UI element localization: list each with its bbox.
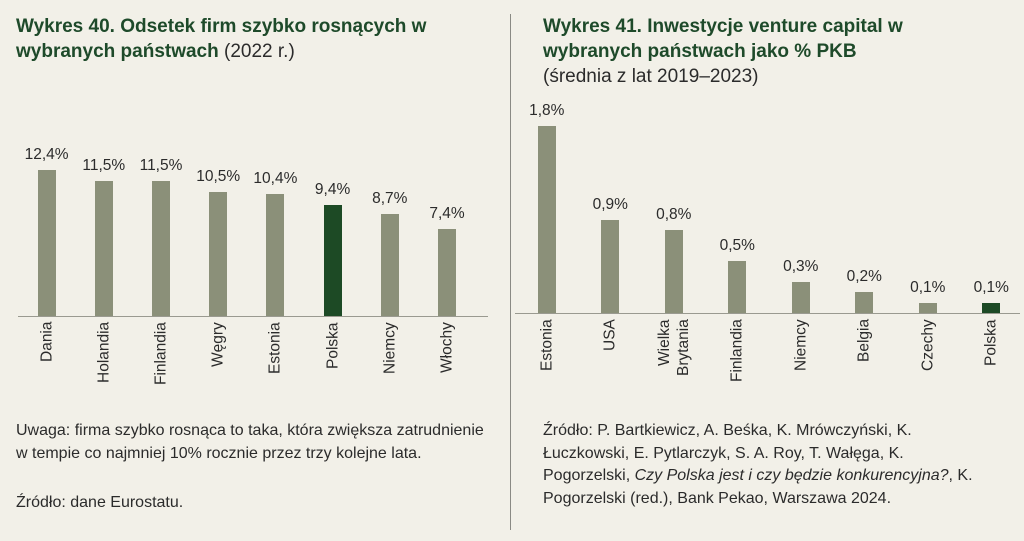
value-label: 10,4% [253, 169, 298, 187]
chart-title: Wykres 40. Odsetek firm szybko rosnących… [16, 14, 466, 64]
source: Źródło: P. Bartkiewicz, A. Beśka, K. Mró… [543, 420, 993, 510]
x-tick-label: Finlandia [152, 322, 170, 385]
value-label: 11,5% [82, 156, 126, 174]
note: Uwaga: firma szybko rosnąca to taka, któ… [16, 422, 484, 462]
bar [728, 261, 747, 313]
x-tick-label: Włochy [438, 322, 456, 373]
source-text: Źródło: dane Eurostatu. [16, 494, 184, 511]
divider [510, 14, 511, 530]
x-tick-label: Estonia [538, 319, 556, 371]
bar [380, 213, 399, 316]
bar [537, 126, 556, 313]
bar [664, 229, 683, 313]
source-text: Źródło: P. Bartkiewicz, A. Beśka, K. Mró… [543, 422, 912, 484]
x-tick-label: Niemcy [381, 322, 399, 374]
x-tick-label: Węgry [209, 322, 227, 367]
x-tick-label: Wielka Brytania [655, 319, 692, 376]
x-tick-label: Czechy [919, 319, 937, 371]
title-text: Wykres 40. Odsetek firm szybko rosnących… [16, 16, 427, 62]
source-title: Czy Polska jest i czy będzie konkurencyj… [634, 467, 949, 484]
chart-subtitle: (średnia z lat 2019–2023) [543, 66, 759, 87]
value-label: 8,7% [372, 189, 408, 207]
bar [982, 302, 1001, 313]
bar [323, 205, 342, 316]
baseline [515, 313, 1020, 314]
bar [209, 192, 228, 316]
chart-title: Wykres 41. Inwestycje venture capital w … [543, 16, 903, 62]
value-label: 1,8% [529, 102, 565, 119]
bar [918, 302, 937, 313]
x-tick-label: Polska [324, 322, 342, 369]
value-label: 11,5% [139, 156, 183, 174]
bar [791, 281, 810, 313]
x-tick-label: USA [601, 319, 619, 351]
x-tick-label: Finlandia [728, 319, 746, 382]
value-label: 0,5% [719, 237, 755, 255]
bar [438, 228, 456, 316]
bar [94, 180, 113, 316]
bar [855, 292, 874, 313]
x-tick-label: Niemcy [792, 319, 810, 371]
x-tick-label: Holandia [95, 322, 113, 384]
value-label: 7,4% [429, 204, 465, 222]
value-label: 0,9% [592, 195, 628, 213]
value-label: 12,4% [24, 146, 69, 163]
value-label: 0,3% [783, 257, 819, 275]
value-label: 0,8% [656, 205, 692, 223]
title-note: (2022 r.) [224, 41, 295, 62]
value-label: 0,2% [846, 268, 882, 286]
x-tick-label: Estonia [266, 322, 284, 374]
value-label: 0,1% [910, 278, 946, 296]
value-label: 0,1% [973, 278, 1009, 296]
baseline [18, 316, 488, 317]
bar [601, 219, 620, 313]
x-tick-label: Belgia [855, 319, 873, 363]
x-tick-label: Polska [982, 319, 1000, 366]
x-tick-label: Dania [38, 322, 56, 363]
bar [37, 170, 56, 316]
bar [152, 180, 170, 316]
source-text: , K. Pogorzelski (red.), Bank Pekao, War… [543, 467, 973, 507]
value-label: 10,5% [196, 168, 241, 186]
source: Źródło: dane Eurostatu. [16, 492, 496, 515]
value-label: 9,4% [314, 181, 351, 199]
bar [266, 193, 285, 316]
